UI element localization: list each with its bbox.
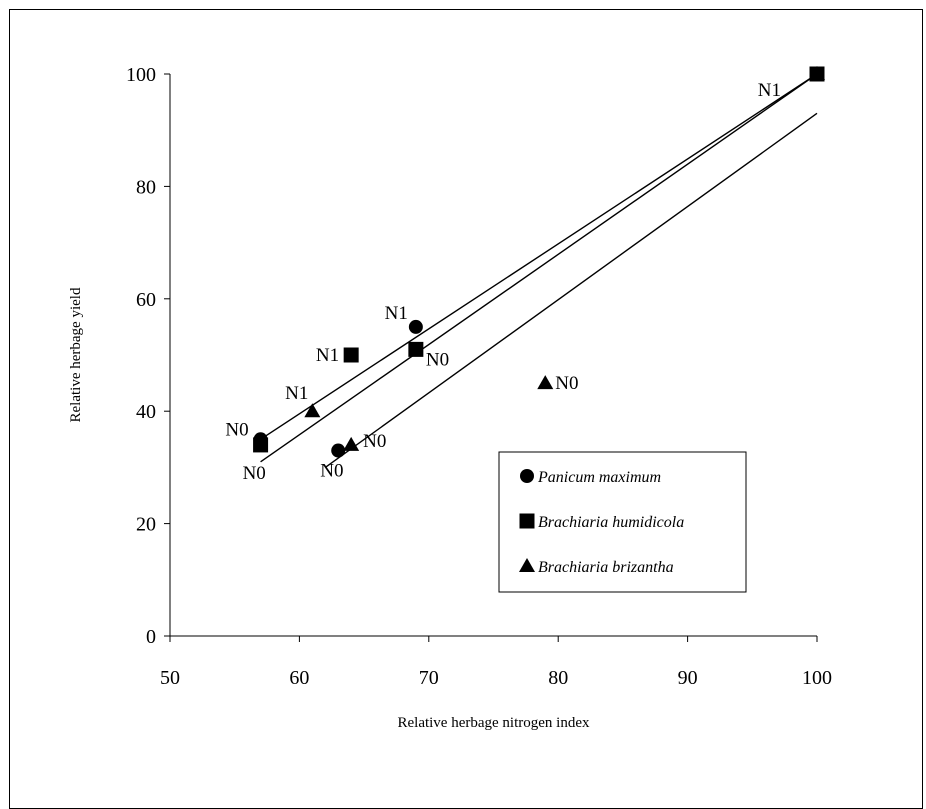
point-label: N0 [320,461,343,482]
x-tick-label: 50 [160,667,180,689]
point-label: N0 [243,463,266,484]
square-marker [408,341,424,357]
circle-marker [408,319,423,334]
x-tick-label: 60 [289,667,309,689]
x-tick-label: 80 [548,667,568,689]
point-label: N0 [426,349,449,370]
triangle-marker [343,436,360,451]
legend-entry: Brachiaria humidicola [538,514,684,531]
data-points [253,66,825,458]
legend-entry: Brachiaria brizantha [538,559,674,576]
legend: Panicum maximum Brachiaria humidicola Brac… [498,451,747,593]
y-tick-label: 80 [136,176,156,198]
y-tick-label: 20 [136,514,156,536]
fit-lines [260,73,818,468]
square-marker [519,513,535,529]
point-label: N0 [225,419,248,440]
chart-frame [9,9,923,809]
legend-entry: Panicum maximum [537,469,661,486]
fit-line [260,73,818,463]
y-tick-label: 40 [136,401,156,423]
fit-line [324,112,818,468]
point-label: N1 [758,80,781,101]
circle-marker [520,469,534,483]
y-tick-label: 60 [136,289,156,311]
legend-box [498,451,747,593]
square-marker [343,347,359,363]
square-marker [253,437,269,453]
fit-line [260,73,818,440]
point-labels: N0 N0 N1 N1 N0 N1 N0 N1 N0 N0 [225,80,781,484]
point-label: N1 [316,345,339,366]
y-tick-label: 0 [146,626,156,648]
x-axis-title: Relative herbage nitrogen index [397,715,590,731]
point-label: N0 [555,373,578,394]
point-label: N1 [285,383,308,404]
y-axis-title: Relative herbage yield [68,287,84,422]
axes: 0 20 40 60 80 100 50 60 70 80 90 100 [126,64,832,689]
x-tick-label: 90 [678,667,698,689]
triangle-marker [519,558,535,572]
triangle-marker [304,403,321,418]
y-tick-label: 100 [126,64,156,86]
point-label: N0 [363,431,386,452]
triangle-marker [809,66,825,80]
point-label: N1 [385,303,408,324]
circle-marker [331,443,346,458]
x-tick-label: 100 [802,667,832,689]
triangle-marker [537,375,554,390]
x-tick-label: 70 [419,667,439,689]
